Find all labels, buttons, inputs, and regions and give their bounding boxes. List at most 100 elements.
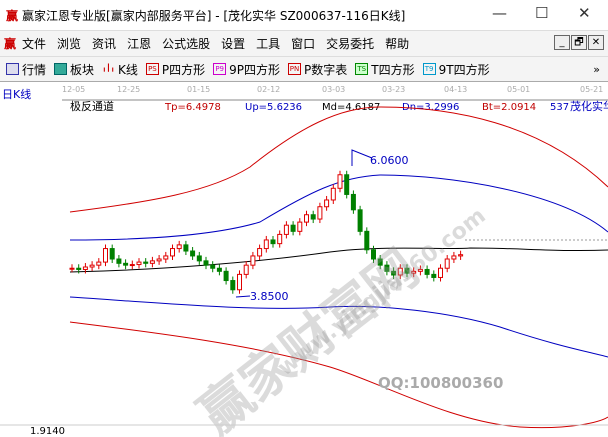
candle [344,174,350,195]
p9-icon: P9 [213,63,227,75]
date-tick: 03-03 [322,85,345,94]
candle [357,209,363,232]
candle [89,264,95,268]
menu-settings[interactable]: 设置 [221,37,246,51]
toolbar-p-square[interactable]: PS P四方形 [145,61,205,78]
candle [149,260,155,264]
date-tick: 12-05 [62,85,85,94]
candle [196,255,202,262]
toolbar-quotes[interactable]: 行情 [6,61,46,78]
pn-icon: PN [288,63,302,75]
candle [76,267,82,270]
candle [230,280,236,291]
candle [129,264,135,267]
candle [203,260,209,266]
mdi-close-button[interactable]: ✕ [588,35,604,50]
menu-browse[interactable]: 浏览 [57,37,82,51]
candle [330,187,336,201]
candle [364,230,370,251]
kline-chart[interactable]: 日K线 12-05 12-25 01-15 02-12 03-03 03-23 04-13 0… [0,82,608,437]
toolbar-t-square[interactable]: TS T四方形 [355,61,415,78]
low-label: 3.8500 [250,290,289,303]
candle [290,224,296,232]
date-tick: 01-15 [187,85,210,94]
candle [82,266,88,270]
blocks-icon [54,63,68,75]
candle [216,267,222,272]
watermark-url: www.yingjia360.com [273,203,491,381]
dn-value: Dn=3.2996 [402,102,459,113]
candle [103,248,108,263]
candle [156,258,162,262]
app-logo-icon: 赢 [6,8,19,23]
candle [250,255,256,266]
candle [384,264,390,272]
menu-window[interactable]: 窗口 [291,37,316,51]
candle [458,254,464,257]
window-title: 赢家江恩专业版[赢家内部服务平台] - [茂化实华 SZ000637-116日K… [22,8,406,23]
menu-trade[interactable]: 交易委托 [326,37,375,51]
menu-tools[interactable]: 工具 [256,37,281,51]
menu-news[interactable]: 资讯 [92,37,117,51]
toolbar-p-number[interactable]: PN P数字表 [288,62,348,77]
toolbar-kline[interactable]: ╻┃╻ K线 [102,62,138,77]
menu-gann[interactable]: 江恩 [127,37,152,51]
candle [324,199,330,208]
candle [283,224,289,235]
candle [116,258,122,264]
close-button[interactable]: ✕ [578,4,591,22]
qq-label: QQ:100800360 [378,374,503,392]
menu-file[interactable]: 文件 [22,37,47,51]
date-tick: 12-25 [117,85,140,94]
candle [350,193,356,211]
candle [257,248,263,257]
table-icon [6,63,19,75]
period-label: 日K线 [2,87,31,101]
candle [417,268,423,272]
low-marker [235,295,251,298]
indicator-name: 极反通道 [70,99,114,113]
candle [96,261,102,266]
ps-icon: PS [145,63,159,75]
date-tick: 04-13 [444,85,467,94]
candle [377,258,383,266]
candle [176,244,182,250]
toolbar-9t-square[interactable]: T9 9T四方形 [422,61,490,78]
candle [270,239,276,245]
candle [210,264,216,269]
candle [451,255,457,260]
candle [444,258,450,269]
candle [304,214,309,223]
mdi-restore-button[interactable]: 🗗 [571,35,587,50]
maximize-button[interactable]: ☐ [535,4,549,22]
candle [243,264,249,275]
mdi-minimize-button[interactable]: _ [554,35,570,50]
mdi-controls: _ 🗗 ✕ [554,35,604,50]
candle [223,270,229,282]
t9-icon: T9 [422,63,436,75]
candle [317,206,323,220]
candle [438,267,443,278]
up-value: Up=5.6236 [245,102,302,113]
toolbar-9p-square[interactable]: P9 9P四方形 [213,61,280,78]
minimize-button[interactable]: — [492,4,507,22]
candle [397,267,403,276]
candles-icon: ╻┃╻ [102,64,115,72]
candle [163,255,169,260]
menu-formula[interactable]: 公式选股 [162,37,211,51]
menu-help[interactable]: 帮助 [385,37,410,51]
candle [263,239,269,250]
toolbar-sectors[interactable]: 板块 [54,61,94,78]
candle [183,244,189,252]
candle [123,262,129,266]
high-label: 6.0600 [370,154,409,167]
candle [277,233,283,245]
ts-icon: TS [355,63,369,75]
date-tick: 05-01 [507,85,530,94]
toolbar: 行情 板块 ╻┃╻ K线 PS P四方形 P9 9P四方形 PN P数字表 TS T四方形… [0,56,608,82]
middle-band [69,247,608,273]
toolbar-more-button[interactable]: » [593,62,600,76]
lower-inner-band [69,296,608,358]
candle [237,273,242,291]
stock-name: 茂化实华 [570,99,608,113]
